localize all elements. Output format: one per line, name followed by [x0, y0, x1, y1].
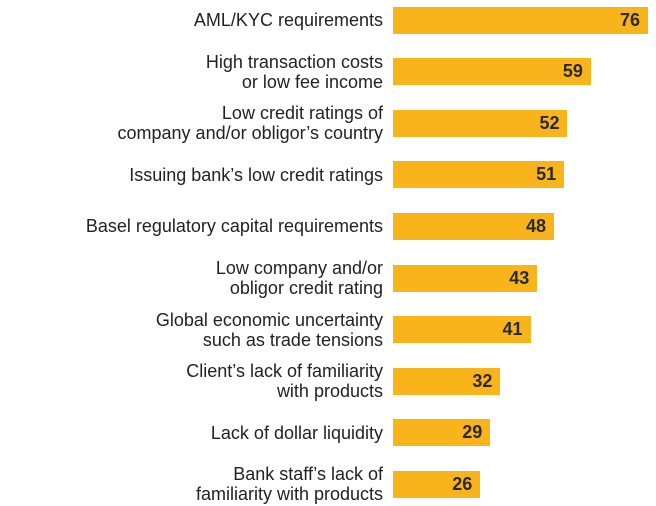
bar: [393, 109, 568, 137]
category-label: Global economic uncertainty such as trad…: [155, 309, 383, 350]
value-label: 76: [619, 9, 640, 30]
bar: [393, 419, 491, 447]
bar: [393, 161, 565, 189]
category-label: Basel regulatory capital requirements: [85, 216, 383, 237]
value-label: 51: [536, 164, 557, 185]
value-label: 32: [472, 370, 493, 391]
category-label: Issuing bank’s low credit ratings: [129, 164, 383, 185]
bar: [393, 316, 531, 344]
value-label: 43: [509, 267, 530, 288]
category-label: AML/KYC requirements: [193, 10, 383, 30]
category-label: Low credit ratings of company and/or obl…: [117, 103, 383, 144]
bar: [393, 470, 481, 498]
value-label: 52: [539, 112, 560, 133]
value-label: 26: [452, 473, 473, 494]
category-label: Bank staff’s lack of familiarity with pr…: [195, 464, 383, 505]
value-label: 59: [562, 61, 583, 82]
category-label: Lack of dollar liquidity: [210, 422, 383, 443]
category-label: High transaction costs or low fee income: [205, 51, 383, 92]
bar: [393, 212, 555, 240]
bar: [393, 264, 538, 292]
value-label: 29: [462, 422, 483, 443]
category-label: Client’s lack of familiarity with produc…: [186, 361, 383, 402]
bar: [393, 367, 501, 395]
category-label: Low company and/or obligor credit rating: [215, 258, 383, 298]
bar: [393, 58, 591, 86]
bar: [393, 6, 648, 34]
value-label: 41: [502, 319, 523, 340]
value-label: 48: [526, 215, 547, 236]
